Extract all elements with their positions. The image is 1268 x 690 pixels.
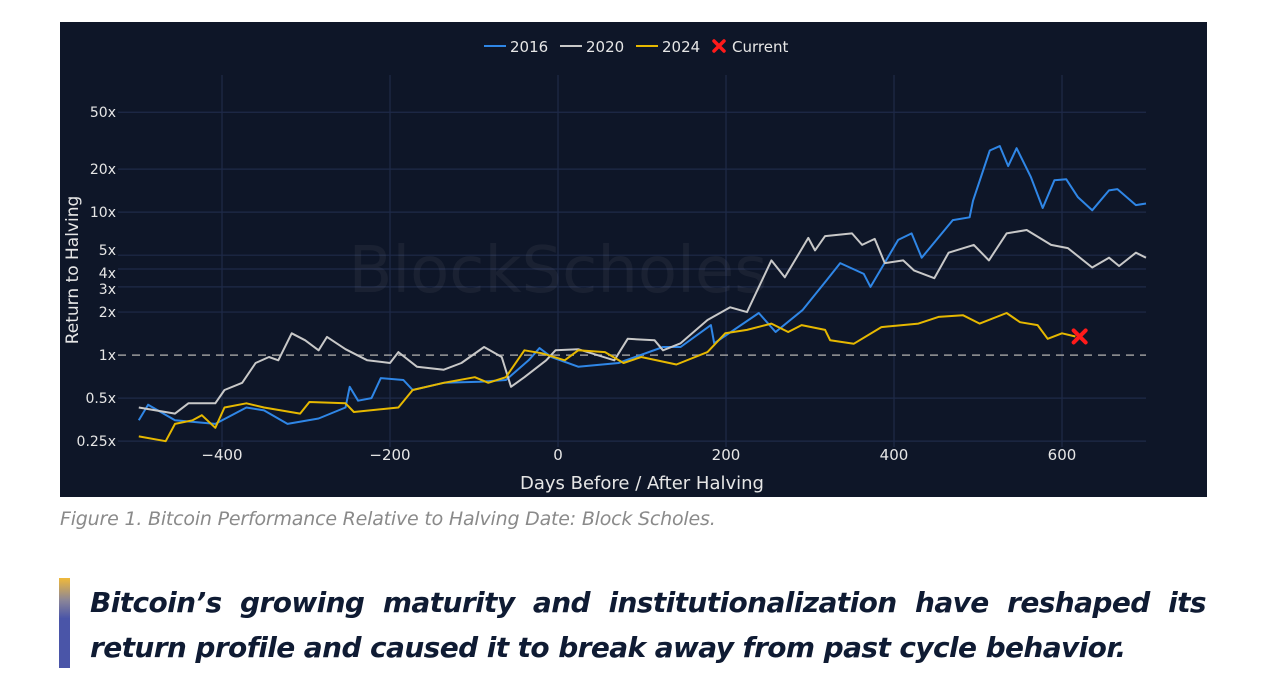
pull-quote: Bitcoin’s growing maturity and instituti… <box>59 578 1207 668</box>
y-axis-label: Return to Halving <box>63 196 83 345</box>
legend-x-icon <box>712 39 726 53</box>
legend-label: Current <box>732 38 788 56</box>
current-x-marker <box>1071 328 1088 345</box>
y-tick-label: 1x <box>99 348 116 364</box>
legend-label: 2024 <box>662 38 700 56</box>
quote-accent-bar <box>59 578 70 668</box>
x-tick-label: −400 <box>201 446 242 464</box>
grid <box>118 75 1146 447</box>
x-tick-labels: −400 −200 0 200 400 600 <box>201 446 1076 464</box>
figure-caption: Figure 1. Bitcoin Performance Relative t… <box>60 508 716 530</box>
series-line-2024 <box>138 312 1076 443</box>
y-tick-label: 10x <box>90 205 116 221</box>
y-tick-label: 0.5x <box>85 391 116 407</box>
x-tick-label: 0 <box>553 446 563 464</box>
x-tick-label: 600 <box>1048 446 1077 464</box>
series-line-2020 <box>138 229 1147 415</box>
y-tick-label: 3x <box>99 282 116 298</box>
y-tick-label: 0.25x <box>77 434 116 450</box>
series-lines <box>137 145 1147 443</box>
bitcoin-halving-chart: BlockScholes 0.25x 0.5x 1x 2x 3x 4x 5x 10x 20x 50… <box>60 22 1207 497</box>
y-tick-label: 2x <box>99 305 116 321</box>
y-tick-label: 4x <box>99 266 116 282</box>
quote-text: Bitcoin’s growing maturity and instituti… <box>90 586 1207 664</box>
legend-label: 2020 <box>586 38 624 56</box>
legend: 2016 2020 2024 Current <box>484 38 788 56</box>
x-tick-label: 200 <box>712 446 741 464</box>
y-tick-label: 50x <box>90 105 116 121</box>
y-tick-label: 20x <box>90 162 116 178</box>
y-tick-label: 5x <box>99 243 116 259</box>
x-tick-label: −200 <box>369 446 410 464</box>
x-tick-label: 400 <box>880 446 909 464</box>
legend-label: 2016 <box>510 38 548 56</box>
current-marker <box>1071 328 1088 345</box>
x-axis-label: Days Before / After Halving <box>520 473 764 494</box>
watermark: BlockScholes <box>348 234 767 308</box>
series-line-2016 <box>137 145 1147 425</box>
